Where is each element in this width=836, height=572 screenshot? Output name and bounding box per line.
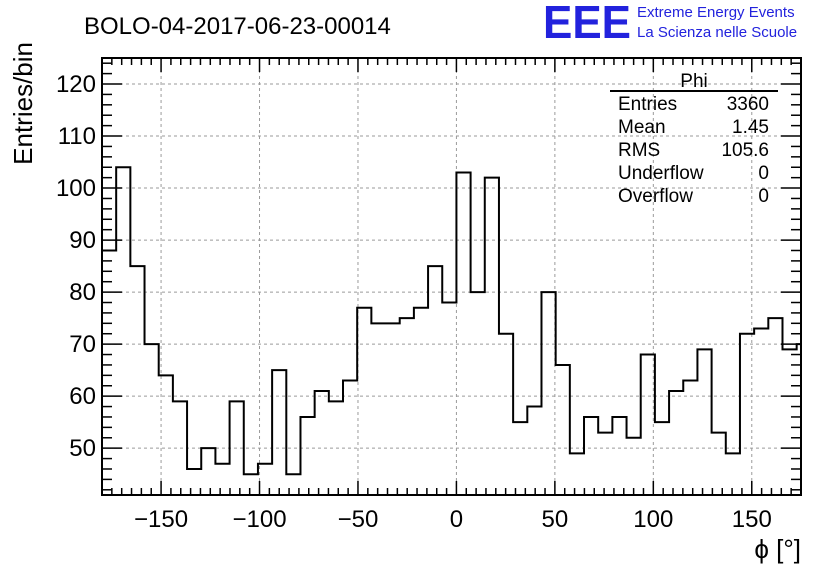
logo-line-1: Extreme Energy Events — [637, 4, 795, 21]
histogram-bin — [386, 323, 400, 495]
axis-tick-labels: −150 −100 −50 0 50 100 150 50 60 70 80 90 100 110 120 — [56, 71, 772, 533]
histogram-bin — [712, 433, 726, 495]
stats-label: RMS — [618, 140, 660, 161]
histogram-bin — [485, 178, 499, 495]
histogram-bin — [598, 433, 612, 495]
x-axis-label: ϕ [°] — [754, 534, 801, 564]
histogram-bin — [145, 344, 159, 495]
histogram-bin — [513, 422, 527, 495]
x-tick-label: 50 — [542, 506, 569, 533]
histogram-bin — [400, 318, 414, 495]
x-tick-label: 150 — [732, 506, 772, 533]
histogram-bins — [102, 167, 801, 495]
histogram-bin — [471, 292, 485, 495]
stats-label: Underflow — [618, 163, 704, 184]
stats-label: Overflow — [618, 186, 693, 207]
x-tick-label: −50 — [338, 506, 379, 533]
histogram-bin — [116, 167, 130, 495]
histogram-bin — [456, 172, 470, 495]
histogram-bin — [556, 365, 570, 495]
y-tick-label: 120 — [56, 71, 96, 98]
stats-box: Phi Entries 3360 Mean 1.45 RMS 105.6 Underflow… — [610, 71, 778, 207]
stats-label: Mean — [618, 117, 666, 138]
stats-title: Phi — [680, 71, 707, 92]
chart-title: BOLO-04-2017-06-23-00014 — [84, 13, 391, 40]
histogram-bin — [697, 349, 711, 495]
y-tick-label: 50 — [69, 435, 96, 462]
stats-value: 0 — [758, 186, 769, 207]
y-tick-label: 110 — [58, 123, 96, 150]
stats-value: 3360 — [727, 94, 769, 115]
stats-rows: Entries 3360 Mean 1.45 RMS 105.6 Underflow 0 Ove… — [618, 94, 769, 207]
histogram-bin — [414, 308, 428, 495]
x-tick-label: 100 — [633, 506, 673, 533]
y-tick-label: 80 — [69, 279, 96, 306]
histogram-bin — [215, 464, 229, 495]
histogram-bin — [357, 308, 371, 495]
histogram-bin — [315, 391, 329, 495]
stats-label: Entries — [618, 94, 677, 115]
histogram-bin — [782, 349, 796, 495]
x-tick-label: 0 — [450, 506, 463, 533]
histogram-bin — [499, 334, 513, 495]
histogram-bin — [201, 448, 215, 495]
histogram-bin — [627, 438, 641, 495]
histogram-bin — [343, 381, 357, 495]
y-tick-label: 100 — [56, 175, 96, 202]
histogram-bin — [669, 391, 683, 495]
histogram-bin — [655, 422, 669, 495]
histogram-outline — [102, 166, 801, 476]
x-tick-label: −150 — [134, 506, 188, 533]
histogram-bin — [726, 453, 740, 495]
y-tick-label: 60 — [69, 383, 96, 410]
y-axis-label: Entries/bin — [8, 42, 38, 165]
stats-value: 0 — [758, 163, 769, 184]
histogram-bin — [442, 303, 456, 495]
plot-frame — [101, 57, 802, 496]
histogram-bin — [159, 375, 173, 495]
histogram-bin — [300, 417, 314, 495]
histogram-bin — [584, 417, 598, 495]
histogram-bin — [641, 355, 655, 495]
histogram-bin — [754, 329, 768, 495]
histogram-bin — [527, 407, 541, 495]
grid — [102, 58, 801, 495]
stats-value: 105.6 — [721, 140, 769, 161]
logo-mark: EEE — [543, 0, 631, 44]
y-tick-label: 90 — [69, 227, 96, 254]
histogram-bin — [768, 318, 782, 495]
histogram-bin — [244, 474, 258, 495]
histogram-bin — [570, 453, 584, 495]
y-tick-label: 70 — [69, 331, 96, 358]
histogram-bin — [683, 381, 697, 495]
histogram-bin — [612, 417, 626, 495]
stats-value: 1.45 — [732, 117, 769, 138]
histogram-bin — [371, 323, 385, 495]
histogram-bin — [130, 266, 144, 495]
histogram-bin — [428, 266, 442, 495]
histogram-bin — [187, 469, 201, 495]
axis-ticks — [102, 58, 802, 495]
histogram-bin — [272, 370, 286, 495]
histogram-bin — [541, 292, 555, 495]
logo-line-2: La Scienza nelle Scuole — [637, 24, 798, 41]
eee-logo-icon: EEE — [543, 0, 631, 44]
x-tick-label: −100 — [232, 506, 286, 533]
